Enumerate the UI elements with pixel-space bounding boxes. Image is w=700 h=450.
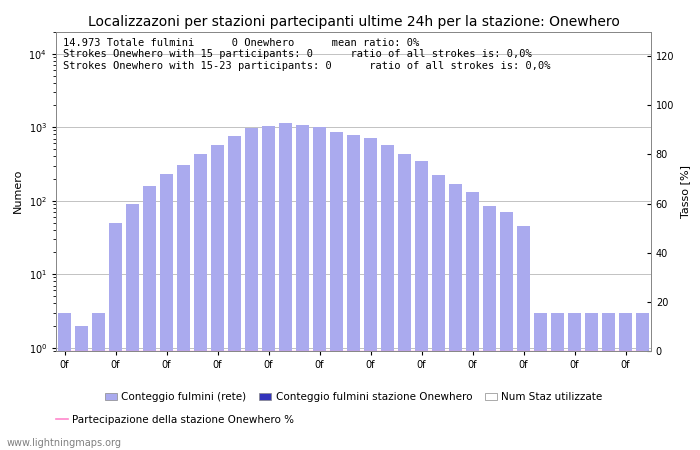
Bar [245,128,258,450]
Bar [602,313,615,450]
Bar [279,123,293,450]
Y-axis label: Tasso [%]: Tasso [%] [680,165,690,218]
Bar [346,135,360,450]
Bar [143,186,156,450]
Title: Localizzazoni per stazioni partecipanti ultime 24h per la stazione: Onewhero: Localizzazoni per stazioni partecipanti … [88,15,620,29]
Bar [584,313,598,450]
Bar [228,136,241,450]
Bar [330,131,343,450]
Bar [381,144,394,450]
Y-axis label: Numero: Numero [13,169,23,213]
Bar [466,192,480,450]
Bar [517,226,531,450]
Bar [551,313,564,450]
Bar [160,174,174,450]
Bar [364,138,377,450]
Bar [126,204,139,450]
Bar [57,313,71,450]
Bar [262,126,275,450]
Bar [636,313,650,450]
Bar [92,313,105,450]
Bar [432,176,445,450]
Bar [295,125,309,450]
Bar [211,144,224,450]
Bar [533,313,547,450]
Bar [568,313,581,450]
Bar [619,313,632,450]
Bar [449,184,462,450]
Bar [194,154,207,450]
Text: 14.973 Totale fulmini      0 Onewhero      mean ratio: 0%
Strokes Onewhero with : 14.973 Totale fulmini 0 Onewhero mean ra… [63,38,551,71]
Bar [176,165,190,450]
Bar [75,325,88,450]
Bar [398,154,412,450]
Legend: Partecipazione della stazione Onewhero %: Partecipazione della stazione Onewhero % [52,410,298,429]
Bar [414,161,428,450]
Bar [313,127,326,450]
Text: www.lightningmaps.org: www.lightningmaps.org [7,438,122,448]
Bar [500,212,513,450]
Bar [108,223,122,450]
Bar [483,206,496,450]
